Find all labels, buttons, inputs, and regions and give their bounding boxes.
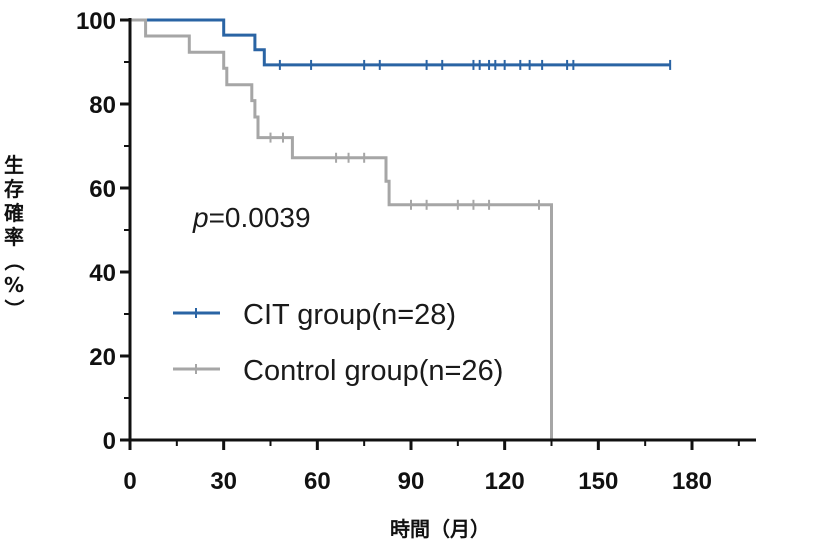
x-tick-label-0: 0 <box>123 468 136 495</box>
y-axis-label-char: 確 <box>4 201 24 225</box>
x-tick-label-4: 120 <box>485 468 525 495</box>
series-line-0 <box>130 18 671 67</box>
x-tick-label-1: 30 <box>210 468 237 495</box>
x-tick-label-3: 90 <box>398 468 425 495</box>
y-tick-label-0: 0 <box>103 428 116 455</box>
y-tick-label-3: 60 <box>89 176 116 203</box>
p-value-symbol: p <box>192 202 209 233</box>
p-value-text: =0.0039 <box>209 202 311 233</box>
x-tick-label-6: 180 <box>672 468 712 495</box>
x-axis-label: 時間（月） <box>390 517 490 541</box>
y-tick-label-2: 40 <box>89 260 116 287</box>
legend-label-1: Control group(n=26) <box>243 355 503 387</box>
y-tick-label-4: 80 <box>89 92 116 119</box>
y-axis-label-char: % <box>4 273 24 297</box>
legend: CIT group(n=28) Control group(n=26) <box>173 299 503 387</box>
x-tick-label-2: 60 <box>304 468 331 495</box>
y-tick-label-1: 20 <box>89 344 116 371</box>
axes: 0 20 40 60 80 100 0 30 60 90 120 150 180 <box>76 8 756 495</box>
plot-area <box>130 18 672 440</box>
x-tick-label-5: 150 <box>578 468 618 495</box>
y-axis-label-char: 存 <box>4 177 24 201</box>
p-value-annotation: p=0.0039 <box>192 202 311 233</box>
y-axis-label-char: 率 <box>4 225 24 249</box>
series-line-1 <box>130 18 553 440</box>
y-axis-label-char: 生 <box>4 153 24 177</box>
legend-label-0: CIT group(n=28) <box>243 299 456 331</box>
y-tick-label-5: 100 <box>76 8 116 35</box>
y-axis-label-char: （ <box>2 251 26 271</box>
y-axis-label-char: ） <box>2 299 26 319</box>
